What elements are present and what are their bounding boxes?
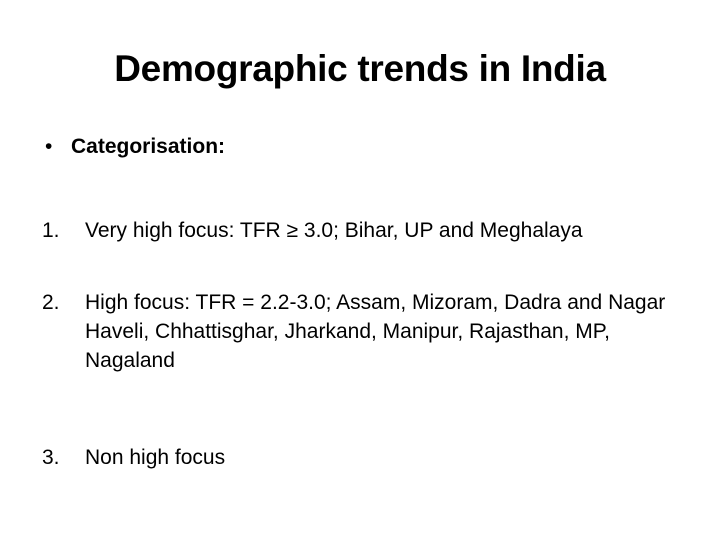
list-item-non-high-focus: 3. Non high focus — [42, 443, 692, 472]
slide-title: Demographic trends in India — [114, 48, 606, 89]
list-item-text: High focus: TFR = 2.2-3.0; Assam, Mizora… — [85, 291, 666, 372]
list-item-very-high-focus: 1. Very high focus: TFR ≥ 3.0; Bihar, UP… — [42, 216, 692, 245]
list-item-number: 2. — [42, 291, 60, 314]
bullet-categorisation: • Categorisation: — [45, 132, 225, 162]
list-item-number: 3. — [42, 446, 60, 469]
list-item-text: Very high focus: TFR ≥ 3.0; Bihar, UP an… — [85, 219, 583, 242]
list-item-high-focus: 2. High focus: TFR = 2.2-3.0; Assam, Miz… — [42, 288, 692, 375]
bullet-text: Categorisation: — [71, 135, 226, 158]
list-item-text: Non high focus — [85, 446, 226, 469]
list-item-number: 1. — [42, 219, 60, 242]
bullet-marker: • — [45, 135, 53, 158]
